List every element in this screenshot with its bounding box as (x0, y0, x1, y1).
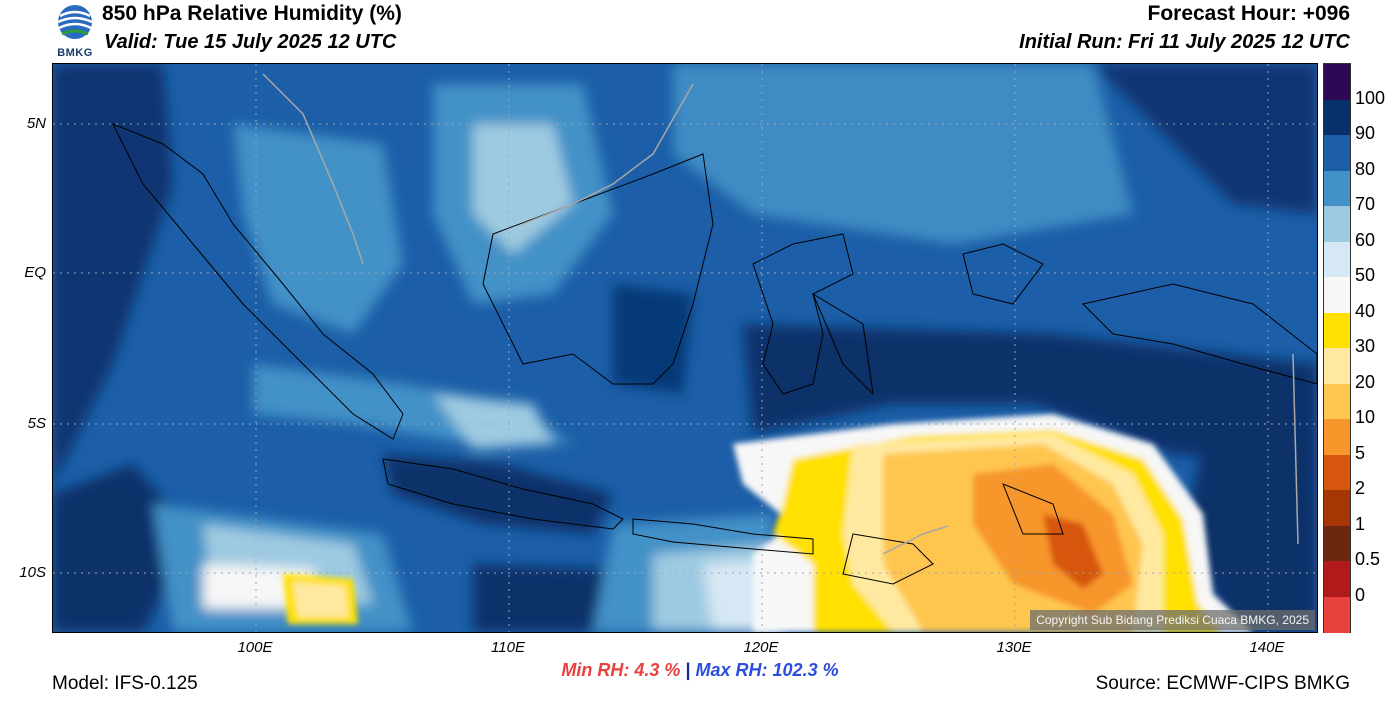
lat-label-10s: 10S (19, 564, 46, 581)
graticule (53, 64, 1317, 632)
colorbar-swatch (1324, 596, 1350, 633)
valid-time: Valid: Tue 15 July 2025 12 UTC (104, 31, 397, 53)
copyright-notice: Copyright Sub Bidang Prediksi Cuaca BMKG… (1030, 610, 1315, 630)
lon-label-130e: 130E (996, 639, 1032, 656)
colorbar-label: 100 (1355, 87, 1386, 108)
humidity-field (53, 64, 1317, 632)
colorbar-swatch (1324, 170, 1350, 207)
colorbar-swatch (1324, 241, 1350, 278)
colorbar-label: 20 (1355, 371, 1376, 392)
colorbar-label: 50 (1355, 265, 1376, 285)
colorbar-label: 60 (1355, 229, 1376, 250)
lon-label-100e: 100E (237, 639, 273, 656)
colorbar-label: 0 (1355, 584, 1366, 605)
colorbar-swatch (1324, 383, 1350, 420)
colorbar-label: 80 (1355, 158, 1376, 179)
colorbar-swatch (1324, 135, 1350, 171)
humidity-map (52, 63, 1318, 633)
lat-label-eq: EQ (24, 264, 46, 281)
colorbar-swatch (1324, 525, 1350, 562)
min-rh-value: 4.3 % (634, 660, 681, 680)
colorbar-swatch (1324, 454, 1350, 491)
colorbar-swatch (1324, 312, 1350, 349)
colorbar-label: 2 (1355, 478, 1366, 498)
forecast-hour: Forecast Hour: +096 (1147, 2, 1351, 25)
colorbar-swatch (1324, 64, 1350, 100)
colorbar-label: 10 (1355, 407, 1376, 427)
logo-text: BMKG (57, 47, 93, 59)
colorbar-swatch (1324, 490, 1350, 526)
lon-label-140e: 140E (1249, 639, 1285, 656)
colorbar-swatch (1324, 206, 1350, 242)
lat-label-5n: 5N (26, 115, 46, 132)
colorbar-swatch (1324, 99, 1350, 136)
colorbar-swatch (1324, 419, 1350, 455)
model-name: Model: IFS-0.125 (52, 673, 198, 694)
map-title: 850 hPa Relative Humidity (%) (102, 2, 402, 25)
max-rh-value: 102.3 % (772, 660, 839, 680)
colorbar-label: 40 (1355, 300, 1376, 321)
initial-run: Initial Run: Fri 11 July 2025 12 UTC (1019, 31, 1350, 53)
colorbar-swatch (1324, 561, 1350, 597)
max-rh-label: Max RH: (695, 660, 768, 680)
colorbar-label: 5 (1355, 442, 1366, 463)
data-source: Source: ECMWF-CIPS BMKG (1095, 673, 1350, 694)
colorbar-swatch (1324, 348, 1350, 384)
coastlines (111, 123, 1317, 585)
stats-separator: | (685, 660, 691, 680)
lon-label-110e: 110E (491, 639, 525, 656)
colorbar-label: 90 (1355, 123, 1376, 143)
colorbar-label: 0.5 (1355, 549, 1381, 569)
rh-stats: Min RH: 4.3 % | Max RH: 102.3 % (0, 660, 1400, 681)
colorbar-label: 30 (1355, 336, 1376, 356)
borders (262, 73, 1299, 555)
lat-label-5s: 5S (27, 415, 46, 432)
lon-label-120e: 120E (743, 639, 779, 656)
colorbar (1323, 63, 1351, 633)
colorbar-swatch (1324, 277, 1350, 313)
colorbar-label: 70 (1355, 194, 1376, 214)
min-rh-label: Min RH: (561, 660, 630, 680)
colorbar-label: 1 (1355, 513, 1366, 534)
bmkg-logo (57, 5, 93, 39)
